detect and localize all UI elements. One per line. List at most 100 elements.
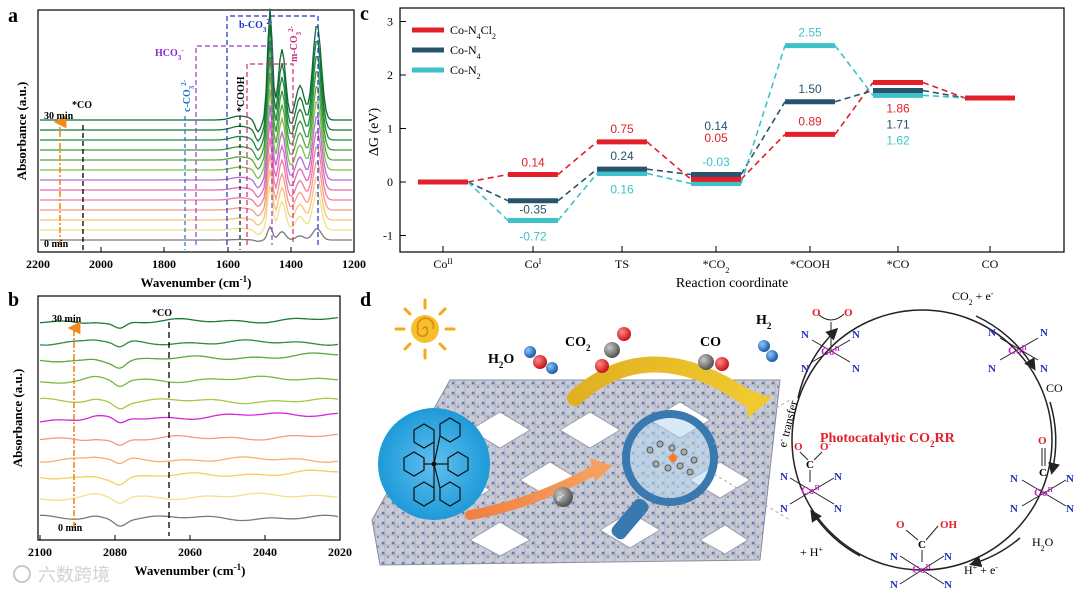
step-h-plus: + H+: [800, 545, 823, 560]
panel-a-xlabel: Wavenumber (cm-1): [141, 274, 252, 290]
panel-c-connector: [467, 181, 509, 222]
co-label: CO: [700, 335, 721, 350]
svg-text:N: N: [890, 551, 898, 563]
panel-b-spectrum-line: [39, 339, 339, 348]
panel-d-label: d: [360, 289, 371, 311]
h2o-label: H2O: [488, 352, 514, 370]
svg-text:N: N: [780, 503, 788, 515]
panel-c-legend-label: Co-N4Cl2: [450, 23, 496, 41]
panel-b-xtick-label: 2020: [328, 545, 352, 559]
panel-a-label: a: [8, 5, 18, 27]
panel-c-connector: [834, 89, 874, 103]
electron-sphere-icon: [553, 487, 573, 507]
panel-c-connector: [646, 141, 692, 180]
svg-text:N: N: [1066, 503, 1074, 515]
panel-c-series: 0.14 0.75 0.05 0.89 1.86 -0.35 0.24 0.14 1.50 1.7…: [418, 26, 1015, 244]
svg-text:CoII: CoII: [912, 563, 931, 576]
panel-c-ytick-label: 1: [387, 122, 393, 136]
panel-b-xticks: 2100 2080 2060 2040 2020: [28, 535, 352, 559]
svg-text:OH: OH: [940, 519, 958, 531]
panel-b-spectrum-line: [40, 456, 339, 465]
panel-a-spectrum-line: [40, 185, 352, 236]
panel-c-value-label: -0.35: [519, 203, 547, 217]
panel-b-time-bottom: 0 min: [58, 523, 83, 534]
svg-text:N: N: [1066, 473, 1074, 485]
panel-c-value-label: 1.86: [886, 101, 910, 115]
panel-b-label: b: [8, 289, 19, 311]
panel-c-connector: [646, 168, 692, 176]
panel-b-spectrum-line: [39, 375, 339, 388]
svg-text:O: O: [1038, 435, 1047, 447]
svg-text:CoII: CoII: [801, 484, 820, 497]
panel-b-spectrum-line: [39, 412, 339, 424]
product-arc-head: [744, 388, 772, 418]
panel-c-xtick-label: CO: [982, 257, 999, 271]
species-co-ii-top: N N N N CoII: [988, 327, 1048, 375]
svg-text:N: N: [1010, 503, 1018, 515]
panel-a-bco3-label: b-CO32-: [239, 18, 273, 34]
svg-text:N: N: [944, 551, 952, 563]
svg-text:N: N: [1040, 327, 1048, 339]
panel-b-co-label: *CO: [152, 308, 172, 319]
svg-text:N: N: [1040, 363, 1048, 375]
panel-a-ylabel: Absorbance (a.u.): [14, 82, 29, 181]
panel-c-xtick-label: *CO: [887, 257, 910, 271]
panel-a-xtick-label: 1800: [152, 257, 176, 271]
panel-c-ytick-label: -1: [383, 229, 393, 243]
svg-text:N: N: [801, 363, 809, 375]
panel-a-cooh-label: *COOH: [236, 76, 247, 112]
svg-text:O: O: [812, 307, 821, 319]
panel-c-value-label: -0.72: [519, 230, 547, 244]
panel-b-spectrum-line: [39, 352, 339, 369]
step-co2-e: CO2 + e-: [952, 289, 994, 307]
panel-c-value-label: 1.50: [798, 82, 822, 96]
panel-c-value-label: -0.03: [702, 155, 730, 169]
svg-text:N: N: [944, 579, 952, 591]
panel-b-spectrum-line: [39, 492, 339, 505]
panel-d: d: [360, 289, 1074, 592]
panel-b-spectrum-line: [39, 433, 339, 446]
panel-c-connector: [467, 181, 509, 202]
svg-text:C: C: [1039, 467, 1047, 479]
panel-c-connector: [557, 168, 598, 202]
panel-b-spectra: [39, 316, 339, 527]
svg-text:CoII: CoII: [1034, 486, 1053, 499]
callout-line-top: [713, 399, 791, 445]
panel-c-value-label: 0.24: [610, 149, 634, 163]
panel-c-value-label: 2.55: [798, 26, 822, 40]
svg-text:N: N: [780, 471, 788, 483]
panel-b-time-top: 30 min: [52, 314, 82, 325]
co2-molecule-icon: [595, 327, 631, 373]
panel-a-bco3-box: [226, 15, 319, 245]
co-molecule-icon: [698, 354, 729, 371]
panel-b-spectrum-line: [39, 469, 339, 486]
svg-text:O: O: [794, 441, 803, 453]
svg-text:N: N: [834, 503, 842, 515]
svg-text:N: N: [852, 363, 860, 375]
h2o-molecule-icon: [524, 346, 558, 374]
panel-c-frame: [399, 7, 1065, 253]
panel-c-connector: [740, 45, 786, 184]
electron-arc: [465, 465, 600, 520]
panel-c-value-label: 0.14: [521, 156, 545, 170]
panel-b-xtick-label: 2080: [103, 545, 127, 559]
panel-a-spectrum-line: [40, 121, 352, 199]
step-co: CO: [1046, 381, 1063, 395]
panel-c-connector: [834, 45, 874, 96]
panel-c-legend-label: Co-N2: [450, 63, 481, 81]
panel-a-xtick-label: 1600: [216, 257, 240, 271]
h2-label: H2: [756, 313, 772, 331]
electron-label: e-: [557, 491, 565, 504]
panel-c-connector: [922, 94, 966, 99]
svg-text:N: N: [801, 329, 809, 341]
h2-molecule-icon: [758, 340, 778, 362]
watermark: 六数跨境: [13, 565, 110, 585]
svg-text:N: N: [834, 471, 842, 483]
svg-text:O-: O-: [820, 440, 832, 453]
svg-text:O: O: [844, 307, 853, 319]
panel-c-legend: Co-N4Cl2 Co-N4 Co-N2: [412, 23, 496, 81]
panel-a-mco3-box: [246, 63, 294, 245]
panel-b-spectrum-line: [39, 316, 339, 329]
panel-a-xtick-label: 2200: [26, 257, 50, 271]
catalytic-cycle: Photocatalytic CO2RR CO2 + e- CO H2O H+ …: [775, 289, 1074, 592]
